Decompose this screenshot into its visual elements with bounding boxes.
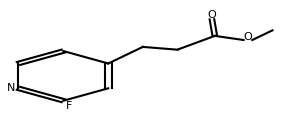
Text: F: F — [66, 101, 72, 111]
Text: O: O — [208, 10, 216, 20]
Text: O: O — [244, 32, 252, 42]
Text: N: N — [7, 83, 16, 93]
